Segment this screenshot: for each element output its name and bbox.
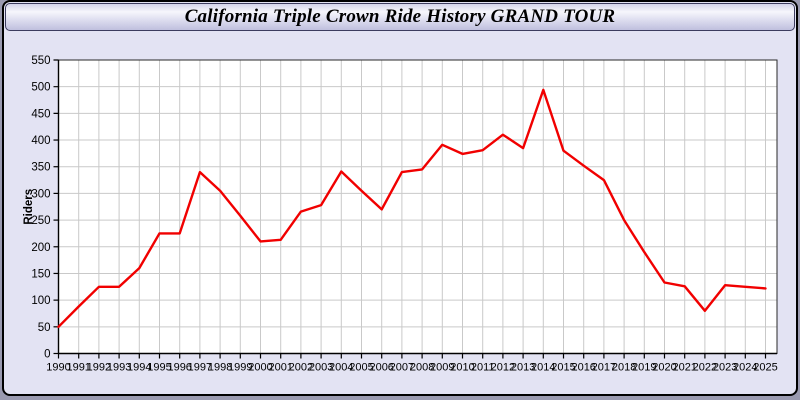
y-tick-label: 500 [31, 82, 50, 94]
x-tick-label: 2020 [652, 362, 676, 374]
ride-history-chart: 0501001502002503003504004505005501990199… [23, 55, 778, 374]
chart-region: 0 50 100 150 200 250 300 350 400 450 500 550 1990 199… [4, 2, 796, 394]
y-tick-label: 350 [31, 162, 50, 174]
page-title: California Triple Crown Ride History GRA… [184, 6, 616, 27]
y-tick-label: 300 [31, 188, 50, 200]
x-tick-label: 2019 [632, 362, 656, 374]
title-bar: California Triple Crown Ride History GRA… [5, 3, 795, 31]
y-tick-label: 200 [31, 242, 50, 254]
x-tick-label: 1995 [147, 362, 171, 374]
x-tick-label: 2024 [733, 362, 757, 374]
x-tick-label: 1993 [107, 362, 131, 374]
x-tick-label: 2018 [612, 362, 636, 374]
y-tick-label: 0 [44, 349, 50, 361]
y-tick-label: 50 [38, 322, 51, 334]
x-tick-label: 1997 [188, 362, 212, 374]
x-tick-label: 2021 [672, 362, 696, 374]
y-tick-label: 400 [31, 135, 50, 147]
y-axis-title: Riders [23, 189, 35, 225]
plot-area [58, 60, 777, 354]
x-tick-label: 2014 [531, 362, 555, 374]
x-tick-label: 2015 [551, 362, 575, 374]
y-tick-label: 150 [31, 268, 50, 280]
x-tick-label: 2009 [430, 362, 454, 374]
x-tick-label: 2001 [268, 362, 292, 374]
x-tick-label: 2010 [450, 362, 474, 374]
y-tick-label: 100 [31, 295, 50, 307]
x-tick-label: 2025 [753, 362, 777, 374]
x-tick-label: 2007 [390, 362, 414, 374]
y-tick-label: 550 [31, 55, 50, 67]
x-tick-label: 2013 [511, 362, 535, 374]
x-tick-label: 2012 [491, 362, 515, 374]
x-tick-label: 1998 [208, 362, 232, 374]
x-tick-label: 2022 [693, 362, 717, 374]
x-tick-label: 1991 [66, 362, 90, 374]
x-tick-label: 1994 [127, 362, 151, 374]
x-tick-label: 2011 [471, 362, 495, 374]
x-tick-label: 2002 [289, 362, 313, 374]
x-tick-label: 2016 [571, 362, 595, 374]
x-tick-label: 1999 [228, 362, 252, 374]
y-tick-label: 250 [31, 215, 50, 227]
y-tick-label: 450 [31, 108, 50, 120]
x-tick-label: 2005 [349, 362, 373, 374]
riders-line-series [57, 88, 767, 328]
x-tick-label: 2017 [592, 362, 616, 374]
x-tick-label: 1992 [87, 362, 111, 374]
x-tick-label: 2023 [713, 362, 737, 374]
x-tick-label: 1996 [167, 362, 191, 374]
x-tick-label: 2000 [248, 362, 272, 374]
x-tick-label: 2008 [410, 362, 434, 374]
x-tick-label: 2006 [369, 362, 393, 374]
x-tick-label: 2003 [309, 362, 333, 374]
x-tick-label: 1990 [46, 362, 70, 374]
x-tick-label: 2004 [329, 362, 353, 374]
